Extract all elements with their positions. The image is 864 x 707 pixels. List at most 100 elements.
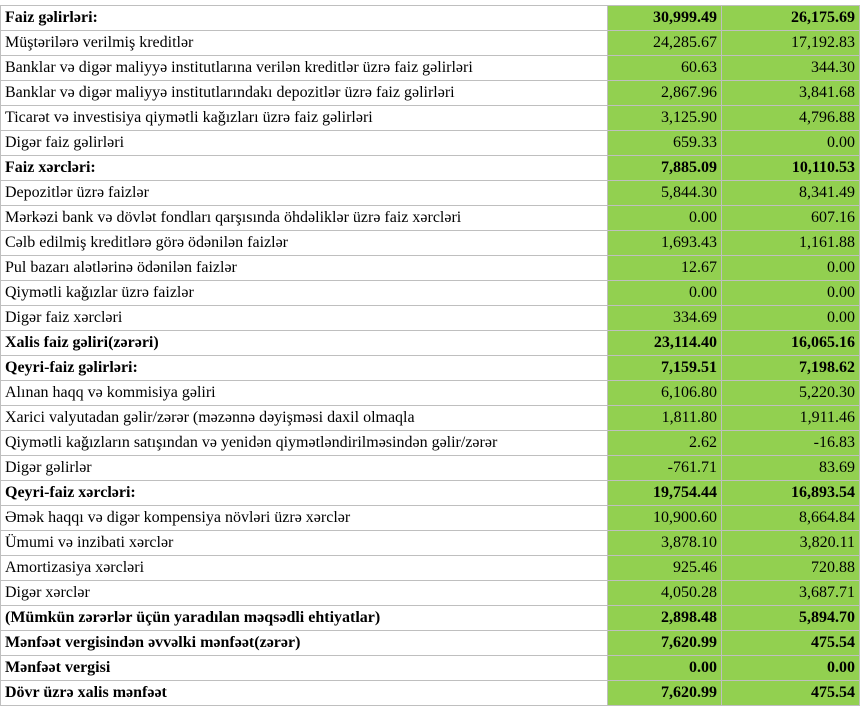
value-cell: 1,161.88 <box>721 230 860 256</box>
income-table: Faiz gəlirləri: 30,999.49 26,175.69 Müştəri… <box>0 5 860 706</box>
value-cell: 0.00 <box>721 305 860 331</box>
row-label: Digər gəlirlər <box>0 455 608 481</box>
value-cell: 26,175.69 <box>721 5 860 31</box>
table-row: Pul bazarı alətlərinə ödənilən faizlər 12… <box>0 255 860 281</box>
row-label: Mənfəət vergisi <box>0 655 608 681</box>
row-label: Banklar və digər maliyyə institutlarında… <box>0 80 608 106</box>
row-label: Xalis faiz gəliri(zərəri) <box>0 330 608 356</box>
value-cell: 2.62 <box>607 430 722 456</box>
table-row: Müştərilərə verilmiş kreditlər 24,285.67 1… <box>0 30 860 56</box>
value-cell: 4,796.88 <box>721 105 860 131</box>
table-row: Mərkəzi bank və dövlət fondları qarşısın… <box>0 205 860 231</box>
value-cell: 5,220.30 <box>721 380 860 406</box>
table-row: Digər faiz xərcləri 334.69 0.00 <box>0 305 860 331</box>
value-cell: 24,285.67 <box>607 30 722 56</box>
row-label: Digər xərclər <box>0 580 608 606</box>
value-cell: 4,050.28 <box>607 580 722 606</box>
value-cell: 3,687.71 <box>721 580 860 606</box>
row-label: Mərkəzi bank və dövlət fondları qarşısın… <box>0 205 608 231</box>
value-cell: 17,192.83 <box>721 30 860 56</box>
value-cell: 0.00 <box>721 255 860 281</box>
value-cell: 10,110.53 <box>721 155 860 181</box>
value-cell: 0.00 <box>721 130 860 156</box>
value-cell: 8,664.84 <box>721 505 860 531</box>
table-row: Əmək haqqı və digər kompensiya növləri ü… <box>0 505 860 531</box>
row-label: Banklar və digər maliyyə institutlarına … <box>0 55 608 81</box>
value-cell: 3,841.68 <box>721 80 860 106</box>
value-cell: 3,820.11 <box>721 530 860 556</box>
row-label: Qeyri-faiz xərcləri: <box>0 480 608 506</box>
table-row: Amortizasiya xərcləri 925.46 720.88 <box>0 555 860 581</box>
value-cell: -16.83 <box>721 430 860 456</box>
table-row: Qeyri-faiz xərcləri: 19,754.44 16,893.54 <box>0 480 860 506</box>
value-cell: 1,811.80 <box>607 405 722 431</box>
value-cell: 16,893.54 <box>721 480 860 506</box>
value-cell: 19,754.44 <box>607 480 722 506</box>
row-label: Alınan haqq və kommisiya gəliri <box>0 380 608 406</box>
row-label: Cəlb edilmiş kreditlərə görə ödənilən fa… <box>0 230 608 256</box>
table-row: Cəlb edilmiş kreditlərə görə ödənilən fa… <box>0 230 860 256</box>
value-cell: 30,999.49 <box>607 5 722 31</box>
table-row: Qiymətli kağızların satışından və yenidə… <box>0 430 860 456</box>
table-row: Xarici valyutadan gəlir/zərər (məzənnə d… <box>0 405 860 431</box>
table-row: Xalis faiz gəliri(zərəri) 23,114.40 16,065… <box>0 330 860 356</box>
table-row: Qeyri-faiz gəlirləri: 7,159.51 7,198.62 <box>0 355 860 381</box>
table-row: Dövr üzrə xalis mənfəət 7,620.99 475.54 <box>0 680 860 706</box>
row-label: Faiz gəlirləri: <box>0 5 608 31</box>
value-cell: 7,198.62 <box>721 355 860 381</box>
row-label: Amortizasiya xərcləri <box>0 555 608 581</box>
value-cell: -761.71 <box>607 455 722 481</box>
table-row: Depozitlər üzrə faizlər 5,844.30 8,341.49 <box>0 180 860 206</box>
row-label: Əmək haqqı və digər kompensiya növləri ü… <box>0 505 608 531</box>
row-label: Qiymətli kağızlar üzrə faizlər <box>0 280 608 306</box>
value-cell: 0.00 <box>607 205 722 231</box>
table-row: Qiymətli kağızlar üzrə faizlər 0.00 0.00 <box>0 280 860 306</box>
value-cell: 334.69 <box>607 305 722 331</box>
value-cell: 720.88 <box>721 555 860 581</box>
value-cell: 7,159.51 <box>607 355 722 381</box>
value-cell: 7,620.99 <box>607 630 722 656</box>
value-cell: 10,900.60 <box>607 505 722 531</box>
value-cell: 60.63 <box>607 55 722 81</box>
table-row: Banklar və digər maliyyə institutlarında… <box>0 80 860 106</box>
value-cell: 475.54 <box>721 680 860 706</box>
table-row: Faiz xərcləri: 7,885.09 10,110.53 <box>0 155 860 181</box>
table-row: Mənfəət vergisi 0.00 0.00 <box>0 655 860 681</box>
value-cell: 16,065.16 <box>721 330 860 356</box>
value-cell: 83.69 <box>721 455 860 481</box>
value-cell: 607.16 <box>721 205 860 231</box>
value-cell: 2,898.48 <box>607 605 722 631</box>
value-cell: 344.30 <box>721 55 860 81</box>
table-row: Mənfəət vergisindən əvvəlki mənfəət(zərə… <box>0 630 860 656</box>
table-row: (Mümkün zərərlər üçün yaradılan məqsədli… <box>0 605 860 631</box>
row-label: (Mümkün zərərlər üçün yaradılan məqsədli… <box>0 605 608 631</box>
row-label: Pul bazarı alətlərinə ödənilən faizlər <box>0 255 608 281</box>
row-label: Ticarət və investisiya qiymətli kağızlar… <box>0 105 608 131</box>
row-label: Digər faiz xərcləri <box>0 305 608 331</box>
row-label: Qeyri-faiz gəlirləri: <box>0 355 608 381</box>
value-cell: 7,885.09 <box>607 155 722 181</box>
table-row: Digər xərclər 4,050.28 3,687.71 <box>0 580 860 606</box>
value-cell: 2,867.96 <box>607 80 722 106</box>
value-cell: 659.33 <box>607 130 722 156</box>
row-label: Qiymətli kağızların satışından və yenidə… <box>0 430 608 456</box>
value-cell: 0.00 <box>721 280 860 306</box>
value-cell: 8,341.49 <box>721 180 860 206</box>
value-cell: 12.67 <box>607 255 722 281</box>
value-cell: 1,693.43 <box>607 230 722 256</box>
value-cell: 3,125.90 <box>607 105 722 131</box>
row-label: Dövr üzrə xalis mənfəət <box>0 680 608 706</box>
value-cell: 23,114.40 <box>607 330 722 356</box>
value-cell: 1,911.46 <box>721 405 860 431</box>
value-cell: 7,620.99 <box>607 680 722 706</box>
value-cell: 5,844.30 <box>607 180 722 206</box>
row-label: Depozitlər üzrə faizlər <box>0 180 608 206</box>
row-label: Digər faiz gəlirləri <box>0 130 608 156</box>
row-label: Faiz xərcləri: <box>0 155 608 181</box>
row-label: Xarici valyutadan gəlir/zərər (məzənnə d… <box>0 405 608 431</box>
table-row: Alınan haqq və kommisiya gəliri 6,106.80 5… <box>0 380 860 406</box>
value-cell: 3,878.10 <box>607 530 722 556</box>
row-label: Ümumi və inzibati xərclər <box>0 530 608 556</box>
value-cell: 0.00 <box>721 655 860 681</box>
